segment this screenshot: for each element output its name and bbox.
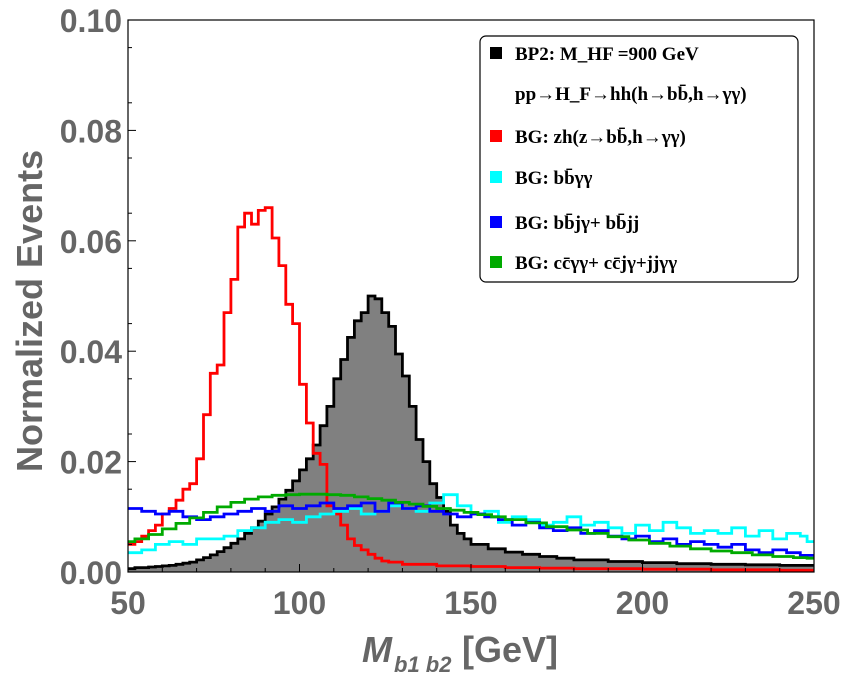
x-tick-label: 50: [110, 585, 146, 621]
legend-label-3-0: BG: bb̄jγ+ bb̄jj: [515, 212, 639, 234]
legend-box: [479, 35, 799, 283]
legend-entries: BP2: M_HF =900 GeV pp→H_F→hh(h→bb̄,h→γγ) B…: [490, 44, 747, 274]
series-1-line: [128, 206, 814, 572]
y-tick-label: 0.08: [60, 113, 122, 149]
x-tick-label: 100: [273, 585, 326, 621]
legend-swatch-3: [490, 216, 502, 228]
legend: BP2: M_HF =900 GeV pp→H_F→hh(h→bb̄,h→γγ) B…: [479, 35, 799, 283]
y-axis-title: Normalized Events: [9, 150, 50, 472]
y-tick-label: 0.10: [60, 3, 122, 39]
x-axis-title: M b1 b2 [GeV]: [362, 629, 558, 673]
x-tick-label: 250: [787, 585, 840, 621]
series-0-fill: [128, 296, 814, 572]
series-0-line: [128, 294, 814, 571]
y-tick-label: 0.06: [60, 224, 122, 260]
legend-label-2-0: BG: bb̄γγ: [515, 167, 593, 189]
y-tick-label: 0.02: [60, 445, 122, 481]
legend-label-1-0: BG: zh(z→bb̄,h→γγ): [515, 126, 686, 148]
legend-swatch-4: [490, 256, 502, 268]
series-4-line: [128, 492, 814, 560]
x-tick-label: 150: [444, 585, 497, 621]
x-axis-title-unit: [GeV]: [462, 629, 558, 670]
x-tick-label: 200: [616, 585, 669, 621]
legend-swatch-2: [490, 171, 502, 183]
legend-label-0-1: pp→H_F→hh(h→bb̄,h→γγ): [515, 83, 747, 105]
ticks-layer: 50 100 150 200 250 0.00 0.02 0.04 0.06 0.08 0.10: [60, 3, 841, 621]
series-layer: [128, 206, 814, 572]
legend-label-0-0: BP2: M_HF =900 GeV: [515, 44, 699, 65]
y-tick-label: 0.00: [60, 555, 122, 591]
series-3-line: [128, 501, 814, 557]
legend-swatch-0: [490, 47, 502, 59]
x-axis-title-main: M: [362, 629, 393, 670]
x-axis-title-subscript: b1 b2: [394, 652, 452, 673]
legend-label-4-0: BG: cc̄γγ+ cc̄jγ+jjγγ: [515, 253, 677, 274]
legend-swatch-1: [490, 130, 502, 142]
y-tick-label: 0.04: [60, 334, 122, 370]
